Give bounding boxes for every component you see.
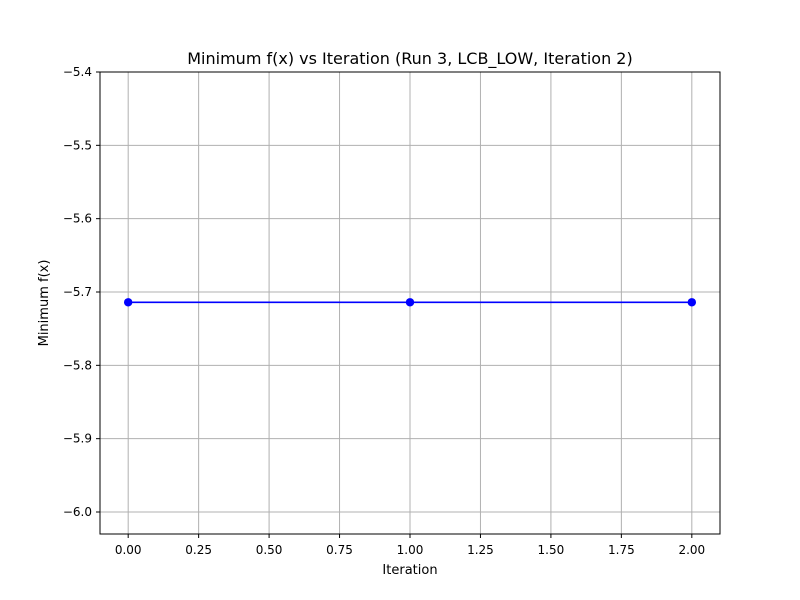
x-tick-label: 2.00 <box>678 543 705 557</box>
x-tick-label: 0.75 <box>326 543 353 557</box>
x-tick-label: 1.00 <box>397 543 424 557</box>
x-tick-label: 0.25 <box>185 543 212 557</box>
chart-title: Minimum f(x) vs Iteration (Run 3, LCB_LO… <box>187 49 632 69</box>
data-point <box>687 298 697 307</box>
x-tick-label: 0.00 <box>115 543 142 557</box>
axis-ticks: 0.00 0.25 0.50 0.75 1.00 1.25 1.50 1.75 2.00 −5.4… <box>63 65 705 557</box>
data-point <box>123 298 133 307</box>
x-tick-label: 1.50 <box>538 543 565 557</box>
data-point <box>405 298 415 307</box>
x-tick-label: 0.50 <box>256 543 283 557</box>
y-tick-label: −6.0 <box>63 505 92 519</box>
y-tick-label: −5.7 <box>63 285 92 299</box>
y-tick-label: −5.5 <box>63 138 92 152</box>
x-tick-label: 1.25 <box>467 543 494 557</box>
y-tick-label: −5.4 <box>63 65 92 79</box>
y-axis-label: Minimum f(x) <box>37 260 52 347</box>
series-layer <box>123 298 697 307</box>
y-tick-label: −5.9 <box>63 432 92 446</box>
y-tick-label: −5.8 <box>63 358 92 372</box>
y-tick-label: −5.6 <box>63 212 92 226</box>
x-tick-label: 1.75 <box>608 543 635 557</box>
x-axis-label: Iteration <box>382 563 437 578</box>
